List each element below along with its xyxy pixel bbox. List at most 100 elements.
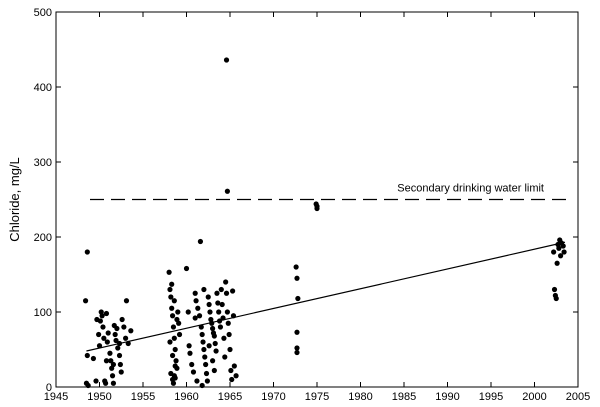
x-tick-label: 1995 [479,391,503,403]
data-point [201,346,207,353]
data-point [207,309,213,315]
data-point [169,281,175,287]
data-point [97,318,103,324]
x-tick-label: 1955 [131,391,155,403]
data-point [108,358,114,364]
data-point [172,346,178,353]
y-axis-label: Chloride, mg/L [7,157,22,242]
data-point [84,352,90,359]
data-point [82,298,89,304]
y-tick-label: 200 [34,232,52,244]
data-point [123,298,130,304]
x-tick-label: 1960 [174,391,198,403]
data-point [176,331,183,338]
x-tick-label: 1990 [435,391,459,403]
data-point [96,343,103,349]
data-point [204,378,210,384]
data-point [199,331,205,338]
data-point [229,376,235,383]
data-point [197,238,204,245]
data-point [169,305,175,311]
data-point [189,361,195,368]
data-point [233,373,239,379]
x-tick-label: 2000 [522,391,546,403]
data-point [195,305,201,311]
data-point [193,298,199,304]
data-point [215,300,221,306]
data-point [125,340,131,347]
data-point [169,313,176,319]
data-point [172,363,178,369]
data-point [294,275,300,281]
data-point [231,363,237,369]
data-point [218,286,224,293]
y-tick-label: 0 [46,382,52,394]
data-point [223,57,230,63]
secondary-limit-label: Secondary drinking water limit [397,183,544,195]
x-tick-label: 1980 [348,391,372,403]
data-point [213,348,219,354]
data-point [169,352,176,359]
x-tick-label: 2005 [566,391,590,403]
data-point [203,361,209,368]
data-point [210,358,216,364]
data-point [230,313,237,319]
data-point [206,343,212,349]
data-point [211,367,217,374]
x-axis-ticks: 1945 1950 1955 1960 1965 1970 1975 1980 1985 1990… [44,12,590,403]
data-point [186,343,192,349]
data-point [112,331,118,338]
data-point [99,313,105,319]
data-point [554,260,560,266]
data-point [556,245,562,251]
data-point [128,328,134,334]
data-point [205,294,211,300]
data-point [185,309,191,315]
data-point [103,310,110,317]
data-point [209,320,215,326]
data-point [104,339,110,345]
data-point [295,295,301,302]
data-point [116,352,123,359]
data-point [114,325,120,332]
trend-line [86,241,566,352]
data-point [101,335,107,341]
data-point [293,264,299,270]
data-point [167,339,173,345]
data-point [214,290,220,296]
data-point [200,339,206,345]
data-point [203,370,210,377]
x-tick-label: 1965 [218,391,242,403]
data-point [551,249,557,255]
data-point [84,249,90,255]
data-point [553,295,559,302]
data-point [199,382,205,389]
data-point [100,324,106,330]
data-point [166,269,172,275]
data-point [115,345,121,351]
data-point [294,349,300,356]
data-point [170,324,177,330]
data-point [187,350,193,356]
data-point [222,354,228,360]
data-point [230,288,236,294]
data-point [190,369,197,375]
data-point [294,345,300,351]
data-point [201,286,207,293]
x-tick-label: 1975 [305,391,329,403]
data-point [110,361,117,368]
data-point [116,340,123,347]
y-tick-label: 300 [34,157,52,169]
y-tick-label: 500 [34,7,52,19]
data-point [171,335,177,341]
data-point [221,335,227,341]
data-point [228,367,234,374]
data-point [173,358,179,364]
data-point [558,253,564,259]
data-point [105,330,111,336]
data-point [210,325,216,332]
data-point [314,205,320,212]
data-point [110,380,117,386]
data-point [220,315,226,321]
